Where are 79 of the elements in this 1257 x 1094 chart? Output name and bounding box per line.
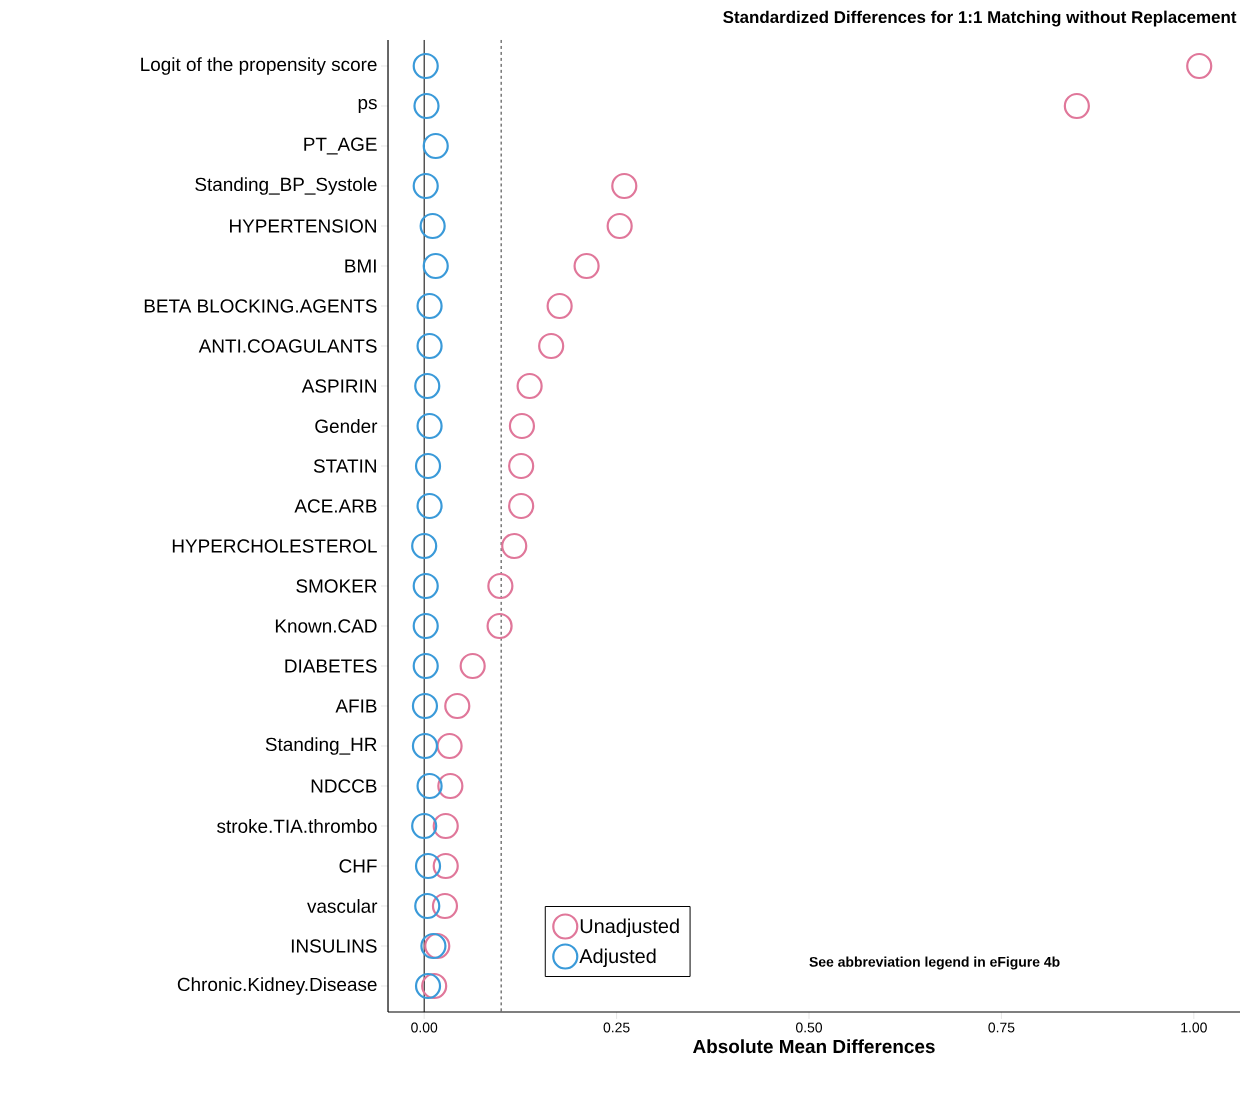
point [431,892,459,920]
point [422,132,449,160]
point [432,852,459,880]
y-tick-label: ACE.ARB [294,499,377,513]
point [413,92,440,120]
point [416,332,443,360]
point [412,612,439,640]
point [459,652,486,680]
point [411,532,438,560]
point [546,292,573,320]
point [414,372,441,400]
x-tick-label: 0.00 [411,1022,438,1033]
y-tick-label: HYPERCHOLESTEROL [172,539,377,553]
point [422,252,449,280]
y-tick-label: Gender [315,419,378,433]
point [414,452,442,480]
x-tick-label: 0.25 [603,1022,630,1033]
y-tick-label: HYPERTENSION [230,219,376,233]
x-tick-label: 0.50 [795,1022,823,1033]
point [411,692,439,720]
point [573,252,600,280]
x-tick-label: 1.00 [1181,1022,1207,1033]
y-tick-label: CHF [339,859,377,873]
point [444,692,471,720]
point [419,212,446,240]
y-tick-label: SMOKER [296,579,377,593]
y-tick-label: vascular [307,899,378,913]
point [414,852,442,880]
point [538,332,565,360]
y-tick-label: BETA BLOCKING.AGENTS [144,299,377,313]
y-tick-label: AFIB [335,699,377,713]
legend-label: Unadjusted [580,918,679,938]
y-tick-label: BMI [345,259,376,273]
point [606,212,633,240]
y-tick-label: DIABETES [285,659,377,673]
point [412,172,439,200]
y-tick-label: STATIN [313,459,376,473]
point [611,172,638,200]
point [412,52,439,80]
chart-title: Standardized Differences for 1:1 Matching without Replacement [723,10,1237,27]
point [412,572,439,600]
point [414,892,441,920]
point [516,372,543,400]
y-tick-label: Logit of the propensity score [141,57,377,75]
y-tick-label: ANTI.COAGULANTS [198,339,377,353]
x-tick-label: 0.75 [988,1022,1015,1033]
point [411,732,439,760]
y-tick-label: INSULINS [291,939,377,953]
point [501,532,528,560]
point [508,492,535,520]
point [437,772,464,800]
point [487,572,514,600]
point [1063,92,1090,120]
y-tick-label: Standing_HR [265,737,377,755]
point [412,652,439,680]
y-tick-label: Known.CAD [275,619,377,633]
legend-label: Adjusted [579,948,656,968]
y-tick-label: NDCCB [311,779,377,793]
point [416,492,443,520]
point [508,452,535,480]
x-axis-title: Absolute Mean Differences [692,1039,935,1054]
point [432,812,459,840]
point [508,412,536,440]
point [1186,52,1213,80]
point [436,732,463,760]
point [486,612,513,640]
y-tick-label: Standing_BP_Systole [195,177,377,195]
y-tick-label: stroke.TIA.thrombo [217,819,377,833]
point [416,412,443,440]
point [416,772,443,800]
y-tick-label: PT_AGE [304,137,377,155]
y-tick-label: Chronic.Kidney.Disease [177,977,377,995]
point [421,972,448,1000]
point [411,812,438,840]
y-tick-label: ASPIRIN [301,379,376,393]
point [414,972,442,1000]
annotation: See abbreviation legend in eFigure 4b [809,956,1060,970]
point [416,292,443,320]
y-tick-label: ps [358,98,377,114]
